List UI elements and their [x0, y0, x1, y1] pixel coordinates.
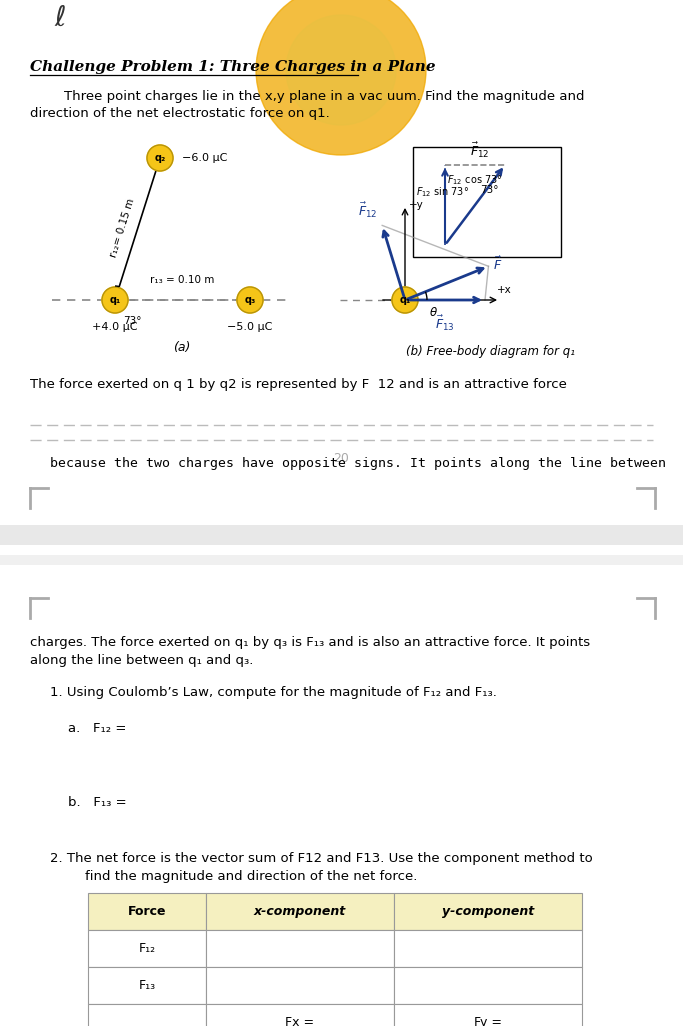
Circle shape: [147, 145, 173, 171]
Text: +y: +y: [409, 200, 423, 210]
Text: $\vec{F}_{12}$: $\vec{F}_{12}$: [471, 141, 490, 160]
Bar: [206, 893, 394, 930]
Bar: [394, 930, 582, 966]
Text: q₂: q₂: [154, 153, 165, 163]
Circle shape: [286, 15, 396, 125]
Text: y-component: y-component: [442, 905, 534, 918]
Text: (a): (a): [173, 342, 191, 355]
Text: charges. The force exerted on q₁ by q₃ is F₁₃ and is also an attractive force. I: charges. The force exerted on q₁ by q₃ i…: [30, 636, 590, 649]
Bar: [88, 893, 206, 930]
Text: x-component: x-component: [254, 905, 346, 918]
Text: $\theta$: $\theta$: [429, 306, 438, 319]
Bar: [394, 893, 582, 930]
Bar: [206, 966, 394, 1004]
Text: r₁₃ = 0.10 m: r₁₃ = 0.10 m: [150, 275, 214, 285]
Text: because the two charges have opposite signs. It points along the line between: because the two charges have opposite si…: [50, 457, 666, 470]
Text: Fx =: Fx =: [285, 1016, 315, 1026]
Text: ℓ: ℓ: [54, 4, 66, 32]
Text: +4.0 μC: +4.0 μC: [92, 322, 138, 332]
Bar: [0, 555, 683, 565]
Text: The force exerted on q 1 by q2 is represented by F  12 and is an attractive forc: The force exerted on q 1 by q2 is repres…: [30, 378, 567, 391]
Text: Challenge Problem 1: Three Charges in a Plane: Challenge Problem 1: Three Charges in a …: [30, 60, 436, 74]
Text: q₁: q₁: [400, 295, 410, 305]
Bar: [0, 525, 683, 545]
Text: 73°: 73°: [123, 316, 141, 326]
Bar: [394, 1004, 582, 1026]
Bar: [206, 930, 394, 966]
Circle shape: [237, 287, 263, 313]
Bar: [88, 1004, 206, 1026]
Text: 2. The net force is the vector sum of F12 and F13. Use the component method to: 2. The net force is the vector sum of F1…: [50, 852, 593, 865]
Bar: [413, 147, 561, 256]
Text: q₃: q₃: [245, 295, 255, 305]
Circle shape: [256, 0, 426, 155]
Text: a.   F₁₂ =: a. F₁₂ =: [68, 722, 126, 735]
Text: 1. Using Coulomb’s Law, compute for the magnitude of F₁₂ and F₁₃.: 1. Using Coulomb’s Law, compute for the …: [50, 686, 497, 699]
Text: (b) Free-body diagram for q₁: (b) Free-body diagram for q₁: [406, 346, 574, 358]
Text: $F_{12}$ cos 73°: $F_{12}$ cos 73°: [447, 173, 503, 187]
Circle shape: [102, 287, 128, 313]
Text: b.   F₁₃ =: b. F₁₃ =: [68, 796, 126, 808]
Text: $\vec{F}_{13}$: $\vec{F}_{13}$: [435, 314, 455, 333]
Text: $\vec{F}$: $\vec{F}$: [493, 255, 503, 273]
Text: +x: +x: [497, 285, 512, 295]
Text: along the line between q₁ and q₃.: along the line between q₁ and q₃.: [30, 654, 253, 667]
Text: direction of the net electrostatic force on q1.: direction of the net electrostatic force…: [30, 107, 330, 120]
Text: F₁₃: F₁₃: [139, 979, 156, 992]
Text: r₁₂= 0.15 m: r₁₂= 0.15 m: [109, 197, 137, 259]
Text: q₁: q₁: [109, 295, 121, 305]
Text: $\vec{F}_{12}$: $\vec{F}_{12}$: [358, 201, 377, 221]
Text: $F_{12}$ sin 73°: $F_{12}$ sin 73°: [416, 185, 469, 199]
Bar: [394, 966, 582, 1004]
Bar: [206, 1004, 394, 1026]
Text: Fy =: Fy =: [474, 1016, 502, 1026]
Text: find the magnitude and direction of the net force.: find the magnitude and direction of the …: [68, 870, 417, 883]
Bar: [88, 930, 206, 966]
Text: F₁₂: F₁₂: [139, 942, 156, 955]
Text: Force: Force: [128, 905, 166, 918]
Text: 73°: 73°: [480, 185, 499, 195]
Text: Three point charges lie in the x,y plane in a vac uum. Find the magnitude and: Three point charges lie in the x,y plane…: [30, 90, 585, 103]
Circle shape: [392, 287, 418, 313]
Text: 20: 20: [333, 451, 349, 465]
Text: −5.0 μC: −5.0 μC: [227, 322, 273, 332]
Text: −6.0 μC: −6.0 μC: [182, 153, 227, 163]
Bar: [88, 966, 206, 1004]
